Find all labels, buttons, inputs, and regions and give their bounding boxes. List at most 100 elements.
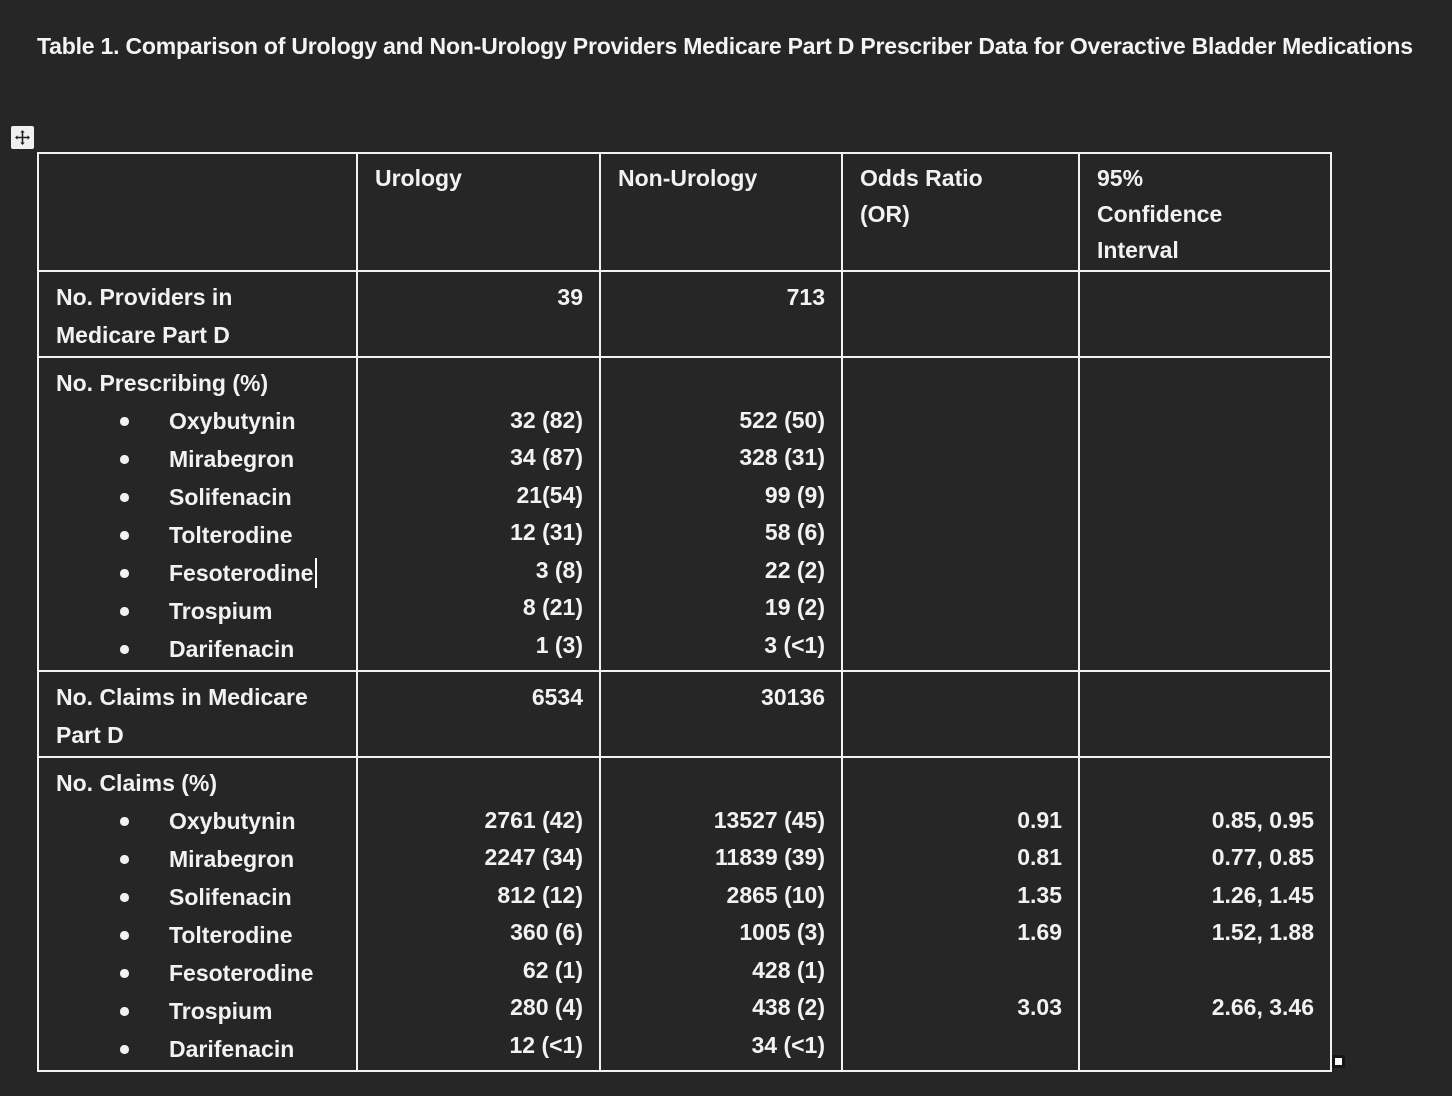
bullet-icon bbox=[120, 645, 129, 654]
cell-value: 12 (<1) bbox=[509, 1031, 583, 1058]
cell-value: 58 (6) bbox=[764, 519, 825, 545]
list-item-solifenacin[interactable]: Solifenacin bbox=[56, 878, 346, 916]
cell-ci-claims-total[interactable] bbox=[1078, 670, 1332, 758]
table-row-claims-pct: No. Claims (%) Oxybutynin Mirabegron Solife… bbox=[37, 756, 1332, 1072]
bullet-icon bbox=[120, 531, 129, 540]
list-item-oxybutynin[interactable]: Oxybutynin bbox=[56, 402, 346, 440]
list-item-fesoterodine[interactable]: Fesoterodine bbox=[56, 554, 346, 592]
header-pad: Urology bbox=[358, 154, 599, 198]
row-label: No. Providers in Medicare Part D bbox=[56, 284, 233, 348]
cell-value: 2865 (10) bbox=[726, 881, 825, 908]
cell-non-urology-prescribing[interactable]: 522 (50) 328 (31) 99 (9) 58 (6) 22 (2) 19 (2)… bbox=[599, 356, 843, 672]
column-header-non-urology[interactable]: Non-Urology bbox=[599, 152, 843, 272]
cell-value: 713 bbox=[786, 284, 825, 310]
value-pad: 39 bbox=[358, 272, 599, 318]
cell-value: 0.85, 0.95 bbox=[1211, 806, 1314, 833]
bullet-icon bbox=[120, 569, 129, 578]
cell-value: 6534 bbox=[531, 684, 583, 710]
cell-value bbox=[849, 1027, 1062, 1065]
cell-value bbox=[849, 952, 1062, 990]
cell-urology-claims-pct[interactable]: 2761 (42) 2247 (34) 812 (12) 360 (6) 62 (1) 2… bbox=[356, 756, 601, 1072]
column-header-urology[interactable]: Urology bbox=[356, 152, 601, 272]
header-pad: Odds Ratio (OR) bbox=[843, 154, 1078, 234]
cell-non-urology-claims-total[interactable]: 30136 bbox=[599, 670, 843, 758]
cell-ci-providers[interactable] bbox=[1078, 270, 1332, 358]
bullet-icon bbox=[120, 607, 129, 616]
cell-or-claims-total[interactable] bbox=[841, 670, 1080, 758]
cell-urology-claims-total[interactable]: 6534 bbox=[356, 670, 601, 758]
cell-value bbox=[849, 402, 1062, 440]
cell-non-urology-providers[interactable]: 713 bbox=[599, 270, 843, 358]
value-pad: 2761 (42) 2247 (34) 812 (12) 360 (6) 62 (1) 2… bbox=[358, 758, 599, 1066]
cell-urology-prescribing[interactable]: 32 (82) 34 (87) 21(54) 12 (31) 3 (8) 8 (21) 1 … bbox=[356, 356, 601, 672]
list-item-trospium[interactable]: Trospium bbox=[56, 592, 346, 630]
drug-label: Trospium bbox=[169, 998, 273, 1024]
value-spacer bbox=[364, 364, 583, 402]
value-pad bbox=[843, 272, 1078, 280]
cell-value: 34 (<1) bbox=[751, 1031, 825, 1058]
list-item-trospium[interactable]: Trospium bbox=[56, 992, 346, 1030]
cell-value: 2.66, 3.46 bbox=[1211, 994, 1314, 1020]
drug-label: Solifenacin bbox=[169, 884, 292, 910]
drug-label: Darifenacin bbox=[169, 1036, 295, 1062]
value-pad bbox=[1080, 272, 1330, 280]
table-caption[interactable]: Table 1. Comparison of Urology and Non-U… bbox=[37, 33, 1413, 59]
cell-value: 812 (12) bbox=[497, 881, 583, 908]
drug-label: Oxybutynin bbox=[169, 808, 296, 834]
cell-value: 0.77, 0.85 bbox=[1211, 844, 1314, 870]
list-item-mirabegron[interactable]: Mirabegron bbox=[56, 840, 346, 878]
drug-label: Trospium bbox=[169, 598, 273, 624]
cell-urology-providers[interactable]: 39 bbox=[356, 270, 601, 358]
cell-value: 280 (4) bbox=[510, 994, 583, 1020]
bullet-icon bbox=[120, 493, 129, 502]
row-label-cell-claims-total[interactable]: No. Claims in Medicare Part D bbox=[37, 670, 358, 758]
row-heading: No. Claims (%) bbox=[56, 770, 218, 796]
value-spacer bbox=[1086, 364, 1314, 402]
row-label-cell-providers[interactable]: No. Providers in Medicare Part D bbox=[37, 270, 358, 358]
column-header-confidence-interval[interactable]: 95% Confidence Interval bbox=[1078, 152, 1332, 272]
bullet-icon bbox=[120, 817, 129, 826]
list-item-tolterodine[interactable]: Tolterodine bbox=[56, 916, 346, 954]
cell-value: 8 (21) bbox=[522, 594, 583, 620]
cell-or-claims-pct[interactable]: 0.91 0.81 1.35 1.69 3.03 bbox=[841, 756, 1080, 1072]
bullet-icon bbox=[120, 855, 129, 864]
table-resize-handle[interactable] bbox=[1332, 1055, 1345, 1068]
cell-value: 12 (31) bbox=[510, 519, 583, 545]
cell-value bbox=[849, 439, 1062, 477]
list-item-solifenacin[interactable]: Solifenacin bbox=[56, 478, 346, 516]
cell-or-prescribing[interactable] bbox=[841, 356, 1080, 672]
cell-value: 428 (1) bbox=[752, 956, 825, 983]
cell-value bbox=[1086, 514, 1314, 552]
header-pad: 95% Confidence Interval bbox=[1080, 154, 1330, 270]
value-pad: 32 (82) 34 (87) 21(54) 12 (31) 3 (8) 8 (21) 1 … bbox=[358, 358, 599, 666]
row-heading: No. Prescribing (%) bbox=[56, 370, 269, 396]
cell-value bbox=[1086, 589, 1314, 627]
list-item-oxybutynin[interactable]: Oxybutynin bbox=[56, 802, 346, 840]
drug-label: Tolterodine bbox=[169, 522, 293, 548]
table-move-handle[interactable] bbox=[11, 126, 34, 149]
cell-ci-claims-pct[interactable]: 0.85, 0.95 0.77, 0.85 1.26, 1.45 1.52, 1.88… bbox=[1078, 756, 1332, 1072]
drug-label: Tolterodine bbox=[169, 922, 293, 948]
value-spacer bbox=[1086, 764, 1314, 802]
cell-value: 1005 (3) bbox=[739, 919, 825, 945]
row-label-cell-claims-pct[interactable]: No. Claims (%) Oxybutynin Mirabegron Solife… bbox=[37, 756, 358, 1072]
list-item-tolterodine[interactable]: Tolterodine bbox=[56, 516, 346, 554]
cell-ci-prescribing[interactable] bbox=[1078, 356, 1332, 672]
value-pad: 0.85, 0.95 0.77, 0.85 1.26, 1.45 1.52, 1.88… bbox=[1080, 758, 1330, 1066]
list-item-mirabegron[interactable]: Mirabegron bbox=[56, 440, 346, 478]
cell-value: 32 (82) bbox=[510, 406, 583, 433]
list-item-darifenacin[interactable]: Darifenacin bbox=[56, 1030, 346, 1068]
cell-or-providers[interactable] bbox=[841, 270, 1080, 358]
column-header-label: Odds Ratio (OR) bbox=[860, 165, 983, 227]
row-label-cell-prescribing[interactable]: No. Prescribing (%) Oxybutynin Mirabegron S… bbox=[37, 356, 358, 672]
drug-label: Solifenacin bbox=[169, 484, 292, 510]
list-item-fesoterodine[interactable]: Fesoterodine bbox=[56, 954, 346, 992]
cell-non-urology-claims-pct[interactable]: 13527 (45) 11839 (39) 2865 (10) 1005 (3) 428… bbox=[599, 756, 843, 1072]
list-item-darifenacin[interactable]: Darifenacin bbox=[56, 630, 346, 668]
value-pad: 13527 (45) 11839 (39) 2865 (10) 1005 (3) 428… bbox=[601, 758, 841, 1066]
value-pad bbox=[843, 672, 1078, 680]
cell-value: 1.52, 1.88 bbox=[1211, 919, 1314, 945]
cell-value: 0.91 bbox=[1017, 806, 1062, 833]
corner-cell[interactable] bbox=[37, 152, 358, 272]
column-header-odds-ratio[interactable]: Odds Ratio (OR) bbox=[841, 152, 1080, 272]
